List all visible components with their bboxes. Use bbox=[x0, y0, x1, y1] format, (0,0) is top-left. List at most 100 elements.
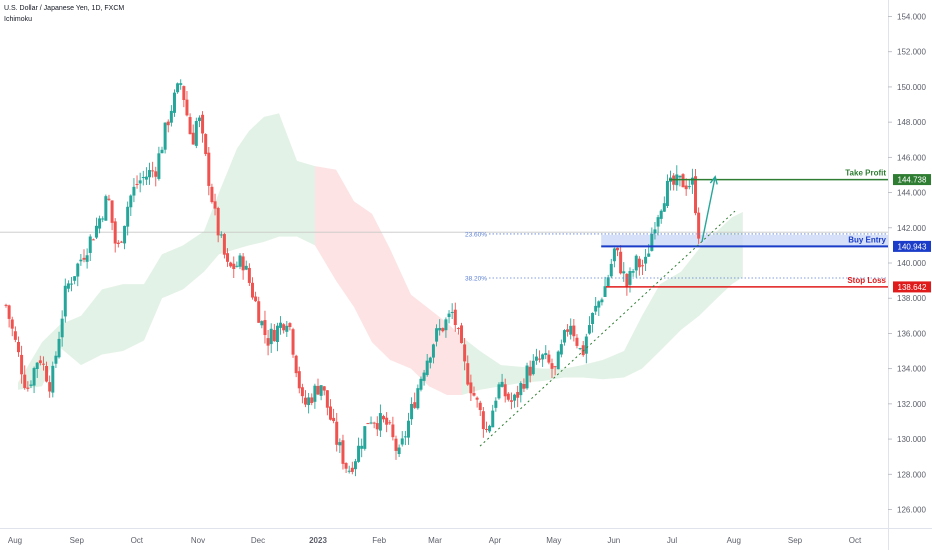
candle-up bbox=[665, 180, 669, 206]
cloud-bull-segment bbox=[732, 211, 743, 285]
candle-down bbox=[335, 421, 339, 445]
candle-up bbox=[63, 285, 67, 317]
candle-down bbox=[263, 320, 267, 336]
cloud-bear-segment bbox=[315, 166, 336, 281]
stop-loss-price-value: 138.642 bbox=[898, 283, 927, 292]
candle-down bbox=[509, 400, 513, 402]
candle-down bbox=[481, 411, 485, 430]
candle-up bbox=[51, 365, 55, 393]
candle-down bbox=[697, 212, 701, 239]
candle-up bbox=[378, 413, 382, 431]
candle-up bbox=[54, 355, 58, 364]
candle-up bbox=[269, 328, 273, 345]
candle-down bbox=[640, 265, 644, 267]
cloud-bull-segment bbox=[123, 284, 144, 352]
time-tick-label: 2023 bbox=[309, 536, 327, 545]
candle-up bbox=[556, 351, 560, 370]
candle-down bbox=[503, 384, 507, 397]
time-tick-label: Apr bbox=[489, 536, 502, 545]
candle-down bbox=[185, 99, 189, 116]
candle-down bbox=[247, 267, 251, 283]
buy-zone-layer bbox=[601, 234, 888, 247]
buy-entry-price-value: 140.943 bbox=[898, 242, 927, 251]
candle-up bbox=[647, 253, 651, 257]
candle-up bbox=[416, 388, 420, 409]
candle-down bbox=[341, 440, 345, 464]
candle-up bbox=[597, 301, 601, 308]
fib-level-label: 38.20% bbox=[465, 275, 487, 282]
candle-down bbox=[350, 467, 354, 472]
candle-down bbox=[366, 423, 370, 425]
candle-down bbox=[344, 463, 348, 469]
candle-down bbox=[637, 258, 641, 268]
cloud-bull-segment bbox=[297, 160, 315, 246]
candle-up bbox=[148, 170, 152, 178]
candle-up bbox=[347, 470, 351, 472]
candle-down bbox=[113, 221, 117, 244]
candle-down bbox=[151, 170, 155, 172]
candle-up bbox=[123, 225, 127, 244]
symbol-title: U.S. Dollar / Japanese Yen, 1D, FXCM bbox=[4, 5, 125, 12]
candle-down bbox=[216, 208, 220, 236]
candle-down bbox=[506, 393, 510, 400]
candle-down bbox=[304, 397, 308, 405]
candle-up bbox=[578, 348, 582, 350]
candle-up bbox=[319, 385, 323, 396]
candle-up bbox=[169, 110, 173, 123]
candle-up bbox=[66, 283, 70, 289]
time-tick-label: May bbox=[546, 536, 561, 545]
candle-up bbox=[494, 400, 498, 408]
time-tick-label: Sep bbox=[70, 536, 85, 545]
time-tick-label: Feb bbox=[372, 536, 386, 545]
candle-down bbox=[119, 241, 123, 243]
candle-up bbox=[447, 313, 451, 318]
candle-up bbox=[285, 325, 289, 332]
candle-down bbox=[48, 382, 52, 392]
candle-down bbox=[332, 417, 336, 422]
candle-down bbox=[257, 301, 261, 323]
candle-down bbox=[575, 337, 579, 346]
candle-down bbox=[229, 262, 233, 267]
cloud-bull-segment bbox=[102, 284, 123, 355]
cloud-bull-segment bbox=[681, 248, 699, 330]
candle-down bbox=[619, 251, 623, 274]
cloud-bull-segment bbox=[219, 148, 237, 255]
candle-down bbox=[581, 345, 585, 356]
candle-down bbox=[681, 174, 685, 188]
candle-up bbox=[678, 175, 682, 178]
candle-down bbox=[191, 132, 195, 145]
cloud-bull-segment bbox=[564, 365, 582, 378]
candle-up bbox=[609, 263, 613, 277]
take-profit-price-tag bbox=[893, 174, 931, 186]
fib-level-label: 23.60% bbox=[465, 231, 487, 238]
cloud-bear-segment bbox=[447, 322, 462, 396]
price-tick-label: 154.000 bbox=[897, 13, 926, 22]
candle-up bbox=[444, 319, 448, 331]
price-tick-label: 126.000 bbox=[897, 506, 926, 515]
candle-up bbox=[397, 447, 401, 454]
candle-up bbox=[690, 177, 694, 185]
candle-up bbox=[534, 356, 538, 361]
candle-up bbox=[104, 196, 108, 221]
candle-up bbox=[435, 328, 439, 342]
candle-up bbox=[488, 425, 492, 432]
cloud-bear-segment bbox=[336, 169, 354, 308]
candle-down bbox=[553, 366, 557, 368]
candle-up bbox=[653, 229, 657, 234]
candle-up bbox=[422, 372, 426, 381]
chart-header: U.S. Dollar / Japanese Yen, 1D, FXCM Ich… bbox=[4, 3, 124, 25]
candle-up bbox=[70, 283, 74, 285]
candle-up bbox=[406, 420, 410, 438]
candle-up bbox=[631, 271, 635, 273]
candle-down bbox=[472, 393, 476, 396]
candle-down bbox=[91, 239, 95, 241]
candle-down bbox=[375, 423, 379, 430]
candle-down bbox=[372, 422, 376, 424]
candle-up bbox=[497, 384, 501, 399]
price-tick-label: 138.000 bbox=[897, 294, 926, 303]
candle-down bbox=[204, 134, 208, 155]
candle-down bbox=[475, 397, 479, 400]
